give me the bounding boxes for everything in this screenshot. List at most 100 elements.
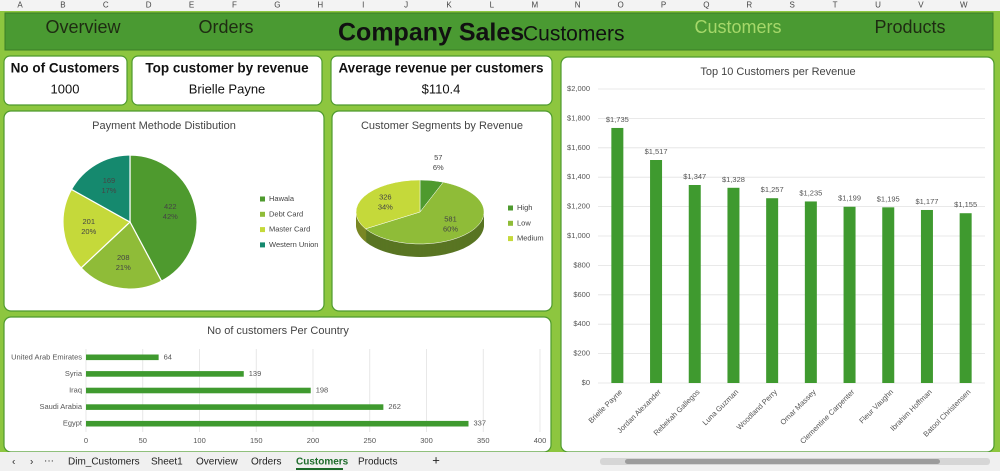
sheet-tab[interactable]: Orders	[251, 457, 282, 468]
data-label-percent: 20%	[81, 227, 96, 236]
bar	[86, 371, 244, 377]
dashboard-title: Company Sales	[338, 19, 524, 47]
data-label: $1,257	[761, 185, 784, 194]
y-tick-label: $200	[573, 349, 590, 358]
column-header: E	[189, 1, 194, 10]
column-header: U	[875, 1, 881, 10]
nav-item[interactable]: Products	[874, 17, 945, 37]
y-tick-label: $600	[573, 290, 590, 299]
y-tick-label: Syria	[65, 369, 83, 378]
legend-label: Master Card	[269, 225, 310, 234]
legend-swatch	[260, 227, 265, 233]
column-header: N	[575, 1, 581, 10]
data-label-percent: 34%	[378, 202, 393, 211]
data-label: 422	[164, 202, 177, 211]
column-header: P	[661, 1, 666, 10]
x-tick-label: 300	[420, 436, 433, 445]
kpi-card	[330, 55, 553, 106]
legend-label: Debt Card	[269, 209, 303, 218]
sheet-tab[interactable]: Dim_Customers	[68, 457, 140, 468]
kpi-value: Brielle Payne	[189, 81, 266, 96]
pie-slice	[80, 221, 163, 290]
pie-slice	[129, 154, 198, 282]
legend-label: Low	[517, 218, 531, 227]
nav-item[interactable]: Overview	[45, 17, 121, 37]
tab-more[interactable]: ···	[44, 456, 54, 467]
y-tick-label: $1,800	[567, 113, 590, 122]
nav-item-active[interactable]: Customers	[694, 17, 781, 37]
column-header: A	[17, 1, 23, 10]
sheet-tab[interactable]: Sheet1	[151, 457, 183, 468]
chart-title: No of customers Per Country	[207, 325, 349, 337]
data-label-percent: 17%	[101, 186, 116, 195]
column-header: S	[790, 1, 795, 10]
y-tick-label: $400	[573, 319, 590, 328]
bar	[959, 213, 972, 383]
legend-label: High	[517, 203, 532, 212]
data-label: 208	[117, 253, 130, 262]
data-label: 201	[83, 217, 96, 226]
bar	[920, 209, 933, 383]
bar	[804, 201, 817, 383]
column-header: D	[146, 1, 152, 10]
y-tick-label: $2,000	[567, 84, 590, 93]
column-header: K	[446, 1, 452, 10]
data-label: 326	[379, 192, 392, 201]
column-header-bar	[0, 0, 1000, 11]
y-tick-label: $0	[582, 378, 590, 387]
data-label-percent: 42%	[163, 212, 178, 221]
add-sheet[interactable]: +	[432, 452, 440, 467]
nav-item[interactable]: Orders	[198, 17, 253, 37]
x-tick-label: 200	[307, 436, 320, 445]
x-tick-label: 100	[193, 436, 206, 445]
column-header: O	[617, 1, 623, 10]
chart-title: Customer Segments by Revenue	[361, 120, 523, 132]
data-label: $1,195	[877, 194, 900, 203]
bar	[688, 184, 701, 383]
column-header: M	[531, 1, 538, 10]
kpi-value: 1000	[51, 81, 80, 96]
legend-swatch	[508, 205, 513, 211]
tab-scroll-left[interactable]: ‹	[12, 457, 15, 468]
column-header: R	[746, 1, 752, 10]
bar	[650, 160, 663, 383]
legend-swatch	[508, 220, 513, 226]
sheet-tab[interactable]: Customers	[296, 457, 349, 468]
legend-label: Medium	[517, 234, 544, 243]
sheet-tab[interactable]: Products	[358, 457, 397, 468]
scrollbar-thumb[interactable]	[625, 459, 940, 464]
kpi-card	[3, 55, 128, 106]
y-tick-label: $1,200	[567, 202, 590, 211]
y-tick-label: $1,000	[567, 231, 590, 240]
pie-slice	[365, 181, 485, 245]
bar	[843, 206, 856, 383]
x-tick-label: 250	[363, 436, 376, 445]
dashboard-subtitle: Customers	[523, 23, 625, 46]
data-label: $1,328	[722, 175, 745, 184]
pie-slice	[355, 179, 421, 230]
bar	[882, 207, 895, 383]
data-label: $1,235	[799, 188, 822, 197]
data-label: 337	[473, 419, 486, 428]
kpi-label: Top customer by revenue	[145, 61, 309, 76]
column-header: V	[918, 1, 924, 10]
data-label: $1,155	[954, 200, 977, 209]
kpi-value: $110.4	[422, 81, 461, 96]
data-label: 139	[249, 369, 262, 378]
tab-scroll-right[interactable]: ›	[30, 457, 33, 468]
bar	[611, 127, 624, 383]
legend-swatch	[260, 196, 265, 202]
sheet-tab[interactable]: Overview	[196, 457, 238, 468]
pie-slice	[62, 188, 132, 269]
header-band	[4, 12, 994, 51]
y-tick-label: Egypt	[63, 419, 83, 428]
column-header: T	[833, 1, 838, 10]
data-label: 57	[434, 153, 442, 162]
data-label: 262	[388, 402, 401, 411]
column-header: F	[232, 1, 237, 10]
column-header: I	[362, 1, 364, 10]
data-label-percent: 60%	[443, 225, 458, 234]
column-header: Q	[703, 1, 709, 10]
legend-swatch	[260, 211, 265, 217]
